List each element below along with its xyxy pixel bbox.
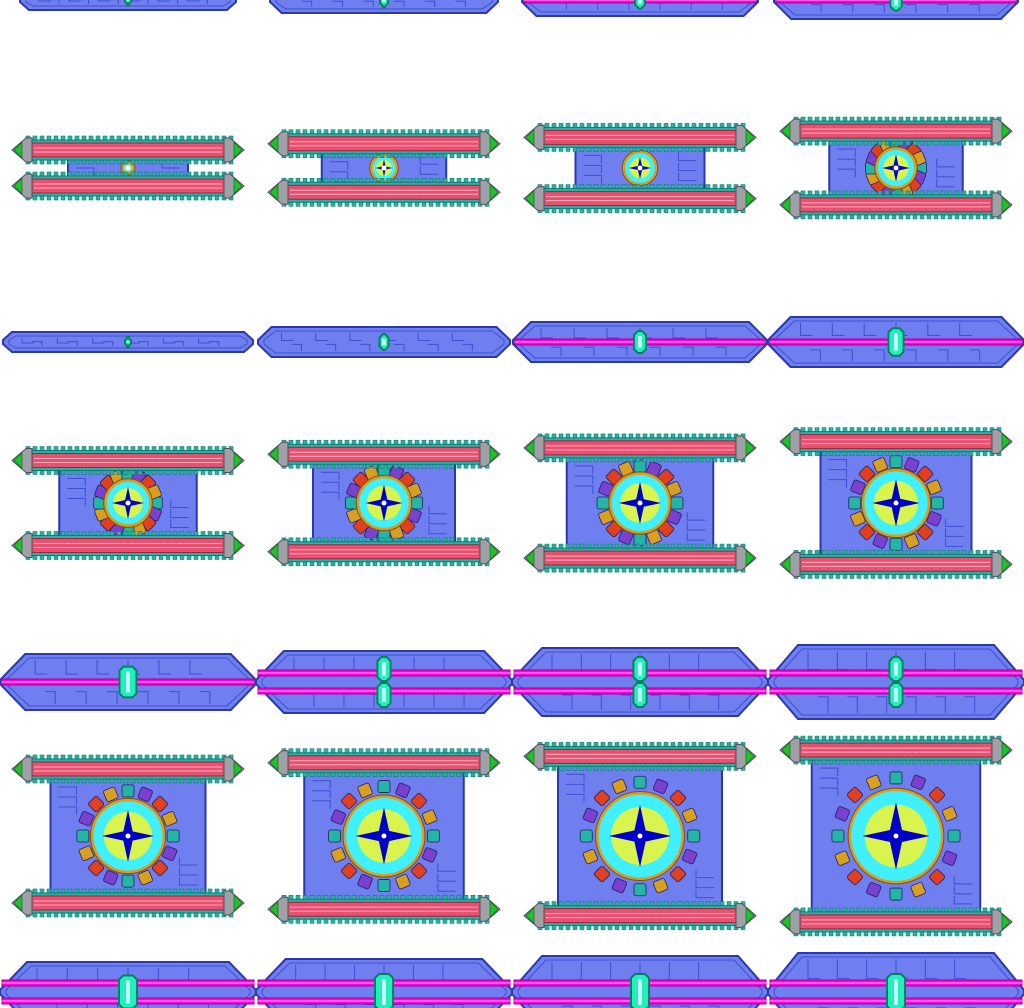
gate-row-2-frame-3 (523, 433, 757, 573)
gate-row-1-frame-4 (779, 116, 1013, 220)
gate-row-3-frame-2 (267, 748, 501, 924)
gate-row-3-frame-4 (779, 735, 1013, 937)
hull-bar-row-2-frame-2 (257, 326, 511, 358)
hull-bar-row-2-frame-4 (767, 316, 1024, 368)
gate-row-2-frame-1 (11, 446, 245, 560)
hull-bar-row-1-frame-1 (19, 0, 237, 11)
gate-row-1-frame-2 (267, 129, 501, 207)
gate-row-2-frame-4 (779, 427, 1013, 579)
hull-bar-row-1-frame-2 (269, 0, 499, 14)
hull-bar-row-3-frame-4 (767, 644, 1024, 720)
hull-bar-row-4-frame-2 (255, 958, 513, 1008)
hull-bar-row-3-frame-3 (511, 647, 769, 717)
hull-bar-row-2-frame-3 (512, 321, 768, 363)
hull-bar-row-4-frame-4 (767, 952, 1024, 1008)
gate-row-3-frame-1 (11, 754, 245, 918)
hull-bar-row-1-frame-3 (521, 0, 759, 17)
hull-bar-row-2-frame-1 (2, 331, 254, 353)
hull-bar-row-4-frame-1 (0, 961, 257, 1008)
gate-row-1-frame-1 (11, 135, 245, 201)
gate-row-1-frame-3 (523, 123, 757, 213)
hull-bar-row-1-frame-4 (773, 0, 1019, 20)
hull-bar-row-4-frame-3 (511, 955, 769, 1008)
hull-bar-row-3-frame-1 (0, 653, 257, 711)
gate-row-3-frame-3 (523, 742, 757, 930)
gate-row-2-frame-2 (267, 439, 501, 567)
hull-bar-row-3-frame-2 (255, 650, 513, 714)
